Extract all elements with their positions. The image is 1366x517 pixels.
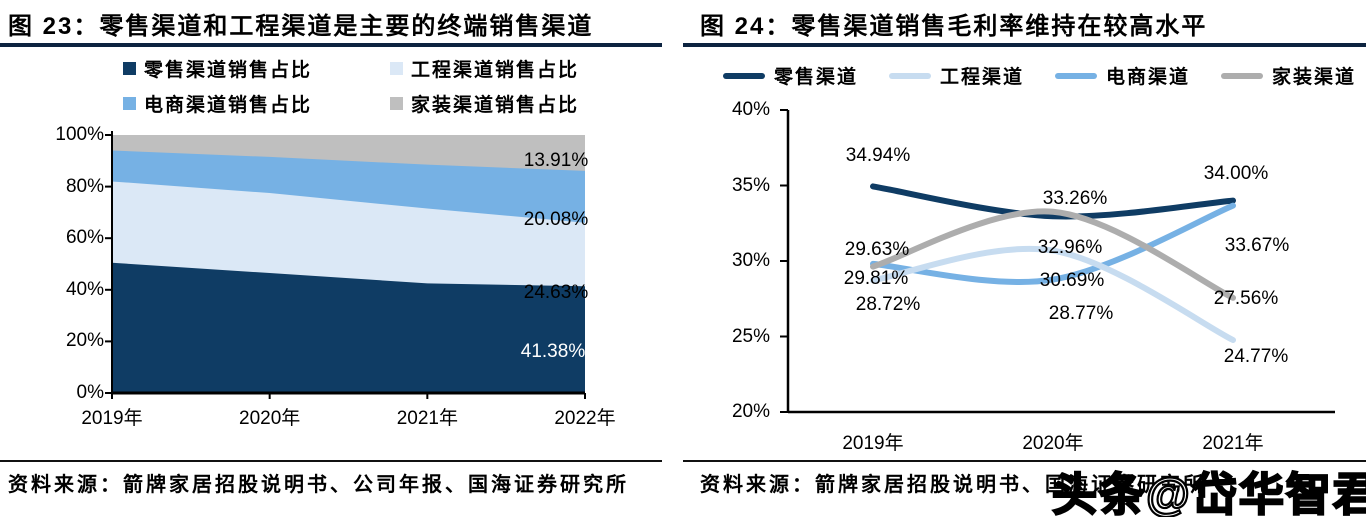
area-series-3 xyxy=(112,135,585,393)
legend-label: 电商渠道 xyxy=(1106,67,1191,88)
data-label: 27.56% xyxy=(1213,288,1279,309)
legend-item: 电商渠道 xyxy=(1055,62,1190,89)
figure23-source: 资料来源：箭牌家居招股说明书、公司年报、国海证券研究所 xyxy=(8,474,629,496)
legend-label: 家装渠道 xyxy=(1272,67,1357,88)
data-label: 28.72% xyxy=(855,294,921,315)
legend-item: 家装渠道 xyxy=(1221,62,1356,89)
legend-line-swatch-icon xyxy=(1055,72,1098,79)
data-label: 33.26% xyxy=(1042,188,1108,209)
x-tick-label: 2020年 xyxy=(1022,433,1084,454)
legend-item: 零售渠道 xyxy=(723,62,858,89)
data-label: 24.63% xyxy=(523,282,589,303)
legend-item: 家装渠道销售占比 xyxy=(390,90,579,117)
x-tick-label: 2022年 xyxy=(554,408,616,429)
legend-label: 家装渠道销售占比 xyxy=(411,95,580,116)
x-tick-label: 2020年 xyxy=(239,408,301,429)
legend-label: 工程渠道 xyxy=(940,67,1025,88)
y-tick-label: 25% xyxy=(731,325,770,347)
data-label: 20.08% xyxy=(523,209,589,230)
legend-swatch-icon xyxy=(390,62,403,75)
data-label: 34.00% xyxy=(1203,163,1269,184)
area-series-2 xyxy=(112,150,585,393)
data-label: 24.77% xyxy=(1223,346,1289,367)
data-label: 41.38% xyxy=(520,341,586,362)
legend-item: 电商渠道销售占比 xyxy=(123,90,390,117)
legend-swatch-icon xyxy=(390,97,403,110)
x-tick-label: 2019年 xyxy=(842,433,904,454)
line-series-1 xyxy=(870,245,1236,343)
data-label: 33.67% xyxy=(1224,235,1290,256)
y-tick-label: 35% xyxy=(731,174,770,196)
x-tick-label: 2019年 xyxy=(81,408,143,429)
watermark: 头条@岱华智君 xyxy=(1051,468,1366,517)
legend-line-swatch-icon xyxy=(723,72,765,79)
data-label: 32.96% xyxy=(1037,237,1103,258)
figure23-legend: 零售渠道销售占比 工程渠道销售占比 电商渠道销售占比 家装渠道销售占比 xyxy=(123,55,579,117)
y-tick-label: 80% xyxy=(65,175,104,197)
figure24-source: 资料来源：箭牌家居招股说明书、国海证券研究所 xyxy=(700,474,1206,496)
figure23-title: 图 23：零售渠道和工程渠道是主要的终端销售渠道 xyxy=(8,13,594,40)
legend-swatch-icon xyxy=(123,62,136,75)
legend-line-swatch-icon xyxy=(1221,72,1264,79)
line-series-0 xyxy=(870,183,1236,220)
data-label: 28.77% xyxy=(1048,303,1114,324)
figure23-source-rule xyxy=(0,460,662,462)
figure24-title: 图 24：零售渠道销售毛利率维持在较高水平 xyxy=(700,13,1208,40)
area-series-1 xyxy=(112,181,585,393)
line-series-3 xyxy=(870,208,1236,301)
legend-label: 零售渠道 xyxy=(774,67,859,88)
y-tick-label: 20% xyxy=(65,330,104,352)
y-tick-label: 40% xyxy=(65,278,104,300)
y-tick-label: 60% xyxy=(65,227,104,249)
legend-item: 工程渠道销售占比 xyxy=(390,55,579,82)
line-series-2 xyxy=(870,202,1236,285)
y-tick-label: 40% xyxy=(731,99,770,120)
area-series-0 xyxy=(112,262,585,393)
figure23-title-rule xyxy=(0,43,662,47)
legend-label: 工程渠道销售占比 xyxy=(411,60,580,81)
x-tick-label: 2021年 xyxy=(1202,433,1264,454)
legend-item: 零售渠道销售占比 xyxy=(123,55,390,82)
y-tick-label: 30% xyxy=(731,250,770,271)
data-label: 34.94% xyxy=(845,145,911,166)
data-label: 30.69% xyxy=(1039,270,1105,291)
figure24-legend: 零售渠道 工程渠道 电商渠道 家装渠道 xyxy=(723,62,1356,89)
y-tick-label: 0% xyxy=(76,382,104,403)
legend-item: 工程渠道 xyxy=(889,62,1024,89)
legend-label: 电商渠道销售占比 xyxy=(144,95,313,116)
data-label: 13.91% xyxy=(523,150,589,171)
legend-swatch-icon xyxy=(123,97,136,110)
figure24-title-rule xyxy=(683,43,1366,47)
data-label: 29.81% xyxy=(843,268,909,289)
x-tick-label: 2021年 xyxy=(396,408,458,429)
legend-label: 零售渠道销售占比 xyxy=(144,60,313,81)
figure24-source-rule xyxy=(683,460,1366,462)
legend-line-swatch-icon xyxy=(889,72,932,79)
y-tick-label: 100% xyxy=(55,124,104,145)
y-tick-label: 20% xyxy=(731,401,770,422)
data-label: 29.63% xyxy=(844,239,910,260)
